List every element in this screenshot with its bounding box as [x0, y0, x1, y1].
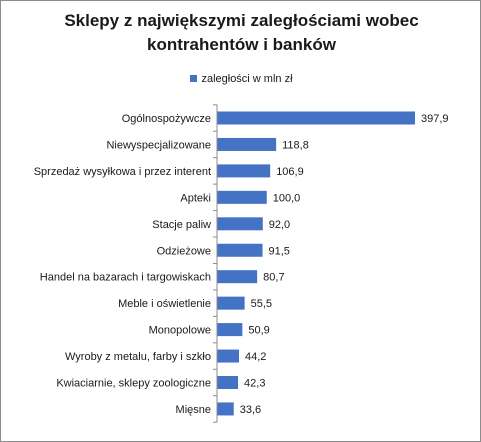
legend-swatch: [190, 75, 198, 82]
data-label-4: 92,0: [269, 219, 290, 231]
bar-4: [217, 217, 263, 231]
category-label-4: Stacje paliw: [152, 219, 211, 231]
data-label-2: 106,9: [276, 166, 304, 178]
category-label-6: Handel na bazarach i targowiskach: [40, 272, 211, 284]
category-label-10: Kwiaciarnie, sklepy zoologiczne: [56, 378, 211, 390]
bar-7: [217, 296, 245, 310]
bar-11: [217, 402, 234, 416]
chart-title-line-2: kontrahentów i banków: [147, 35, 336, 54]
data-label-0: 397,9: [421, 113, 449, 125]
bar-8: [217, 323, 243, 337]
data-label-3: 100,0: [273, 192, 301, 204]
data-label-6: 80,7: [263, 272, 284, 284]
category-label-7: Meble i oświetlenie: [118, 298, 211, 310]
category-label-2: Sprzedaż wysyłkowa i przez interent: [34, 166, 211, 178]
data-label-9: 44,2: [245, 351, 266, 363]
data-label-10: 42,3: [244, 378, 265, 390]
bar-0: [217, 111, 415, 125]
bar-9: [217, 349, 239, 363]
data-label-8: 50,9: [248, 325, 269, 337]
category-label-9: Wyroby z metalu, farby i szkło: [65, 351, 211, 363]
category-label-8: Monopolowe: [149, 325, 211, 337]
category-label-3: Apteki: [180, 192, 211, 204]
data-label-5: 91,5: [269, 245, 290, 257]
bar-6: [217, 270, 258, 284]
legend-label: zaległości w mln zł: [201, 73, 293, 85]
bar-10: [217, 376, 239, 389]
data-label-1: 118,8: [282, 139, 309, 151]
category-label-5: Odzieżowe: [157, 245, 211, 257]
data-label-11: 33,6: [240, 404, 261, 416]
category-label-0: Ogólnospożywcze: [122, 113, 211, 125]
category-label-1: Niewyspecjalizowane: [106, 139, 211, 151]
bar-5: [217, 243, 263, 257]
bar-2: [217, 164, 271, 178]
category-label-11: Mięsne: [176, 404, 211, 416]
legend: zaległości w mln zł: [1, 73, 480, 85]
chart-title: Sklepy z największymi zaległościami wobe…: [1, 9, 480, 57]
bar-1: [217, 137, 277, 151]
chart-title-line-1: Sklepy z największymi zaległościami wobe…: [64, 11, 419, 30]
bar-3: [217, 190, 267, 204]
data-label-7: 55,5: [251, 298, 272, 310]
